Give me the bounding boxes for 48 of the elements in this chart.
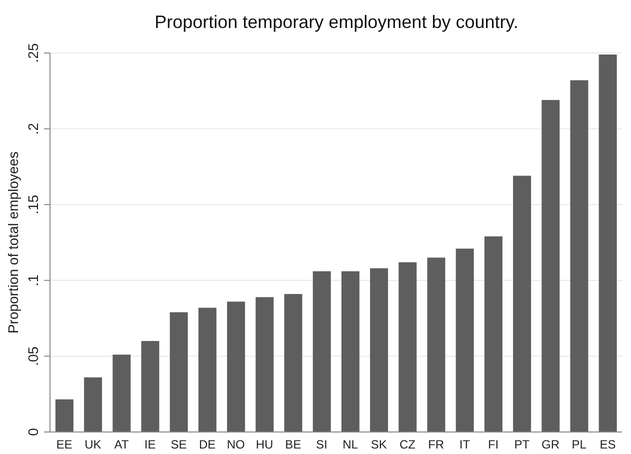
- x-tick-label: GR: [542, 438, 560, 452]
- y-tick-label: .05: [25, 346, 41, 366]
- bar: [55, 399, 74, 432]
- x-tick-label: HU: [256, 438, 274, 452]
- x-tick-label: BE: [285, 438, 302, 452]
- x-tick-label: DE: [198, 438, 216, 452]
- y-tick-label: .15: [25, 194, 41, 214]
- x-tick-label: SI: [316, 438, 328, 452]
- bar: [198, 308, 216, 432]
- bar: [84, 377, 102, 432]
- y-tick-label: .1: [25, 274, 41, 286]
- x-tick-label: NO: [226, 438, 245, 452]
- bar: [141, 341, 160, 432]
- x-tick-label: ES: [600, 438, 616, 452]
- x-tick-label: IT: [459, 438, 471, 452]
- y-tick-label: 0: [25, 428, 41, 436]
- bar: [484, 236, 502, 432]
- bar: [227, 302, 246, 432]
- x-tick-label: FI: [488, 438, 499, 452]
- x-tick-label: AT: [114, 438, 130, 452]
- x-tick-label: PT: [514, 438, 530, 452]
- y-tick-label: .2: [25, 122, 41, 135]
- bar: [256, 297, 274, 432]
- x-tick-label: NL: [342, 438, 358, 452]
- bar: [513, 176, 532, 432]
- bar: [170, 312, 188, 432]
- bar: [398, 262, 417, 432]
- bar: [456, 248, 474, 432]
- x-tick-label: FR: [428, 438, 444, 452]
- x-tick-label: EE: [56, 438, 72, 452]
- x-tick-label: SE: [170, 438, 187, 452]
- bar: [370, 268, 388, 432]
- x-tick-label: CZ: [400, 438, 416, 452]
- bar: [312, 271, 331, 432]
- x-tick-label: PL: [572, 438, 587, 452]
- x-tick-label: IE: [144, 438, 156, 452]
- chart-title: Proportion temporary employment by country.: [154, 12, 520, 33]
- bar: [542, 100, 560, 432]
- bar: [284, 294, 302, 432]
- bar: [427, 258, 446, 432]
- bar: [112, 354, 131, 432]
- y-tick-label: .25: [25, 43, 41, 63]
- x-tick-label: UK: [84, 438, 102, 452]
- bar: [341, 271, 360, 432]
- x-tick-label: SK: [370, 438, 387, 452]
- y-axis-title: Proportion of total employees: [4, 151, 21, 334]
- bar: [598, 54, 617, 432]
- bar: [570, 80, 588, 432]
